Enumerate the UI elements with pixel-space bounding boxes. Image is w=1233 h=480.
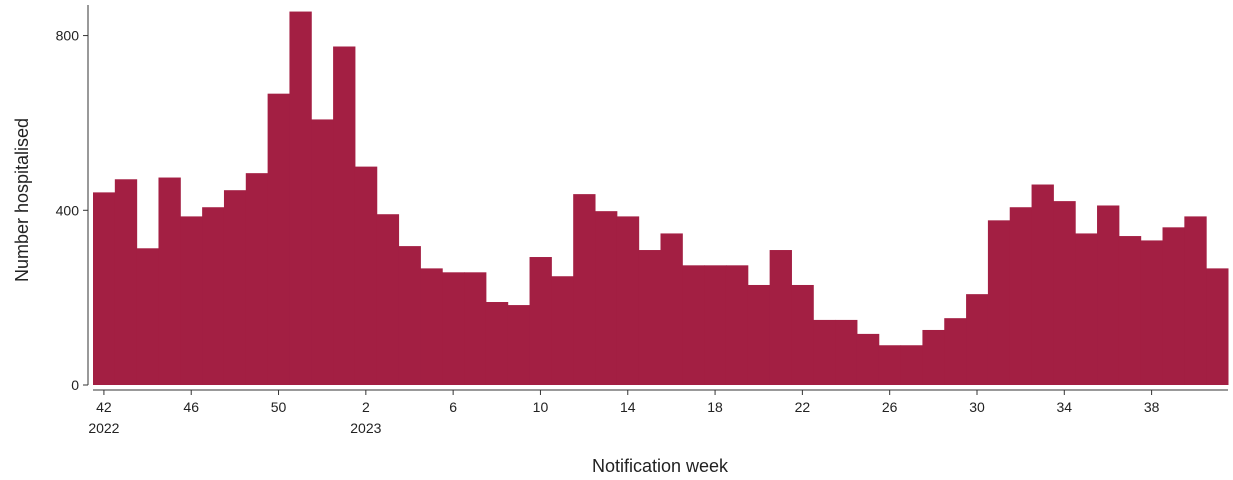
x-tick-label: 46 (183, 399, 199, 415)
bar (900, 345, 923, 385)
bar (835, 319, 858, 385)
bar (1097, 205, 1120, 385)
bar (1118, 236, 1142, 385)
bar (180, 216, 203, 385)
x-tick-label-line: 10 (533, 399, 549, 415)
bar (638, 250, 661, 385)
bar (878, 345, 902, 385)
bar (1031, 184, 1054, 385)
bar (922, 329, 945, 385)
x-tick-label-line: 46 (183, 399, 199, 415)
bar (682, 265, 705, 385)
bar (507, 305, 531, 385)
x-tick-label: 30 (969, 399, 985, 415)
bar (856, 333, 880, 385)
bar (289, 11, 312, 385)
bar (398, 246, 421, 385)
bar (311, 119, 334, 386)
bar (245, 173, 269, 385)
bar (660, 233, 683, 385)
bar (93, 192, 116, 385)
x-tick-label: 42 2022 (88, 399, 119, 436)
x-tick-label: 22 (795, 399, 811, 415)
x-tick-label-line: 38 (1144, 399, 1160, 415)
x-tick-label-line: 2 (362, 399, 370, 415)
x-tick-label-line: 6 (449, 399, 457, 415)
x-tick-label-line: 42 (96, 399, 112, 415)
x-tick-label-line: 30 (969, 399, 985, 415)
x-tick-label-line: 26 (882, 399, 898, 415)
bar (158, 177, 181, 385)
y-tick-label: 800 (56, 28, 80, 44)
bar (769, 250, 792, 385)
x-tick-label: 38 (1144, 399, 1160, 415)
x-tick-label-line: 22 (795, 399, 811, 415)
bar (114, 179, 138, 385)
bar (529, 257, 552, 385)
bar (1140, 240, 1164, 385)
x-tick-label-line: 18 (707, 399, 723, 415)
x-tick-label: 14 (620, 399, 636, 415)
bar (1009, 207, 1033, 385)
y-tick-label: 0 (71, 377, 79, 393)
y-axis-title: Number hospitalised (12, 118, 32, 282)
bar (747, 284, 771, 385)
bar (485, 302, 509, 385)
bar (136, 248, 159, 385)
x-axis-title: Notification week (592, 456, 729, 476)
bar (573, 194, 596, 385)
bar (1162, 227, 1185, 385)
bar (551, 276, 574, 385)
y-tick-label: 400 (56, 202, 80, 218)
bar (595, 211, 618, 385)
x-tick-label: 34 (1057, 399, 1073, 415)
bar (420, 268, 443, 385)
bar (376, 214, 400, 385)
bar (616, 216, 640, 385)
bar (791, 284, 814, 385)
x-tick-label: 6 (449, 399, 457, 415)
x-tick-label-line: 14 (620, 399, 636, 415)
bar (442, 272, 465, 385)
x-tick-label-line: 50 (271, 399, 287, 415)
bar (725, 265, 749, 385)
bar (944, 318, 967, 385)
bar (704, 265, 727, 385)
x-tick-label-line: 2022 (88, 420, 119, 436)
bar (966, 294, 989, 385)
bar (1184, 216, 1207, 385)
bar (987, 220, 1011, 385)
bar (333, 46, 356, 385)
bar (267, 93, 290, 386)
x-tick-label-line: 2023 (350, 420, 381, 436)
bar (354, 166, 378, 385)
x-tick-label-line: 34 (1057, 399, 1073, 415)
bar (223, 190, 247, 385)
bar (1075, 233, 1098, 385)
bar (1206, 268, 1229, 385)
x-tick-label: 18 (707, 399, 723, 415)
x-tick-label: 26 (882, 399, 898, 415)
x-tick-label: 50 (271, 399, 287, 415)
bar (1053, 201, 1076, 385)
x-tick-label: 10 (533, 399, 549, 415)
bar (813, 319, 836, 385)
x-tick-label: 2 2023 (350, 399, 381, 436)
bar (464, 272, 487, 385)
bar (202, 207, 225, 385)
